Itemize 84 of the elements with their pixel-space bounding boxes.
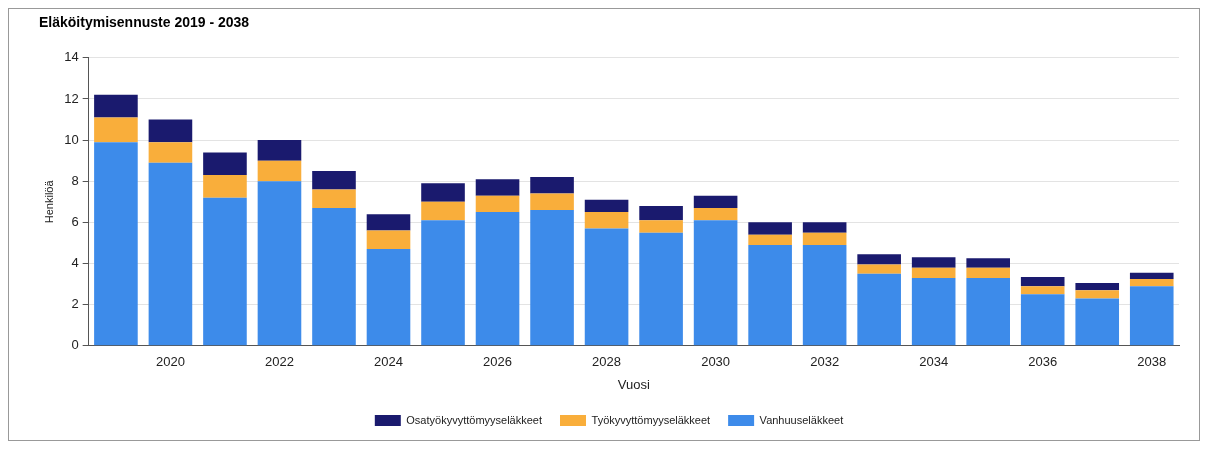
bar: [475, 179, 520, 196]
bar: [366, 230, 411, 250]
bar: [148, 119, 193, 143]
bar: [421, 183, 465, 202]
x-tick-label: 2024: [374, 354, 403, 370]
legend-label: Vanhuuseläkkeet: [759, 413, 844, 426]
x-tick-label: 2026: [483, 354, 512, 370]
bar: [421, 201, 465, 221]
bar: [802, 245, 847, 346]
bar: [312, 189, 356, 208]
bar: [366, 249, 411, 346]
bar: [257, 160, 302, 182]
bar: [1129, 278, 1174, 287]
bar: [94, 142, 138, 346]
bar: [802, 232, 847, 245]
bar: [857, 273, 901, 346]
bar: [203, 197, 247, 346]
bar: [639, 232, 683, 346]
bar: [748, 245, 792, 346]
y-axis-title: Henkilöä: [42, 179, 55, 224]
bar: [584, 212, 629, 229]
bar: [857, 254, 901, 265]
bar: [257, 140, 302, 161]
bar: [530, 177, 574, 194]
bar: [530, 193, 574, 211]
bar: [966, 267, 1010, 278]
bar: [148, 142, 193, 163]
bar: [312, 207, 356, 346]
bar: [94, 117, 138, 143]
bar: [1020, 294, 1065, 346]
x-tick-label: 2032: [810, 354, 840, 370]
x-tick-label: 2030: [701, 354, 731, 370]
bar: [1075, 298, 1120, 346]
bar: [911, 267, 956, 278]
y-tick-label: 4: [71, 255, 79, 271]
bar: [1129, 286, 1174, 346]
x-axis-title: Vuosi: [617, 376, 650, 392]
bar: [857, 264, 901, 274]
bar: [1020, 286, 1065, 295]
bar: [911, 277, 956, 346]
y-tick-label: 10: [64, 131, 79, 147]
bar: [693, 220, 738, 346]
bar: [366, 214, 411, 231]
bar: [802, 222, 847, 233]
bar: [639, 205, 683, 221]
bar: [1129, 272, 1174, 279]
y-tick-label: 0: [71, 337, 79, 353]
bar: [693, 207, 738, 221]
bar: [94, 94, 138, 118]
bar: [966, 277, 1010, 346]
bar: [475, 195, 520, 213]
bar: [1075, 290, 1120, 299]
x-tick-label: 2020: [155, 354, 185, 370]
x-tick-label: 2034: [919, 354, 949, 370]
y-tick-label: 12: [64, 90, 79, 106]
bar: [584, 228, 629, 346]
x-tick-label: 2022: [265, 354, 294, 370]
bar: [421, 220, 465, 346]
legend-label: Työkyvyttömyyseläkkeet: [591, 413, 711, 426]
y-tick-label: 14: [64, 49, 79, 65]
bar: [911, 257, 956, 268]
y-tick-label: 6: [71, 213, 79, 229]
y-tick-label: 8: [71, 172, 79, 188]
bar: [203, 175, 247, 198]
legend-label: Osatyökyvyttömyyseläkkeet: [406, 413, 543, 426]
bar: [530, 210, 574, 346]
x-tick-label: 2038: [1137, 354, 1167, 370]
bar: [1020, 276, 1065, 287]
bar: [1075, 283, 1120, 291]
bar: [148, 162, 193, 346]
bar: [748, 222, 792, 235]
bar: [257, 181, 302, 346]
x-tick-label: 2028: [592, 354, 622, 370]
y-tick-label: 2: [71, 296, 79, 312]
bar: [748, 234, 792, 245]
bar: [966, 258, 1010, 268]
x-tick-label: 2036: [1028, 354, 1058, 370]
bar: [475, 212, 520, 346]
bar: [203, 152, 247, 176]
bar: [639, 220, 683, 233]
chart-title: Eläköitymisennuste 2019 - 2038: [39, 14, 250, 31]
bar: [584, 199, 629, 213]
bar: [693, 195, 738, 208]
bar: [312, 170, 356, 190]
